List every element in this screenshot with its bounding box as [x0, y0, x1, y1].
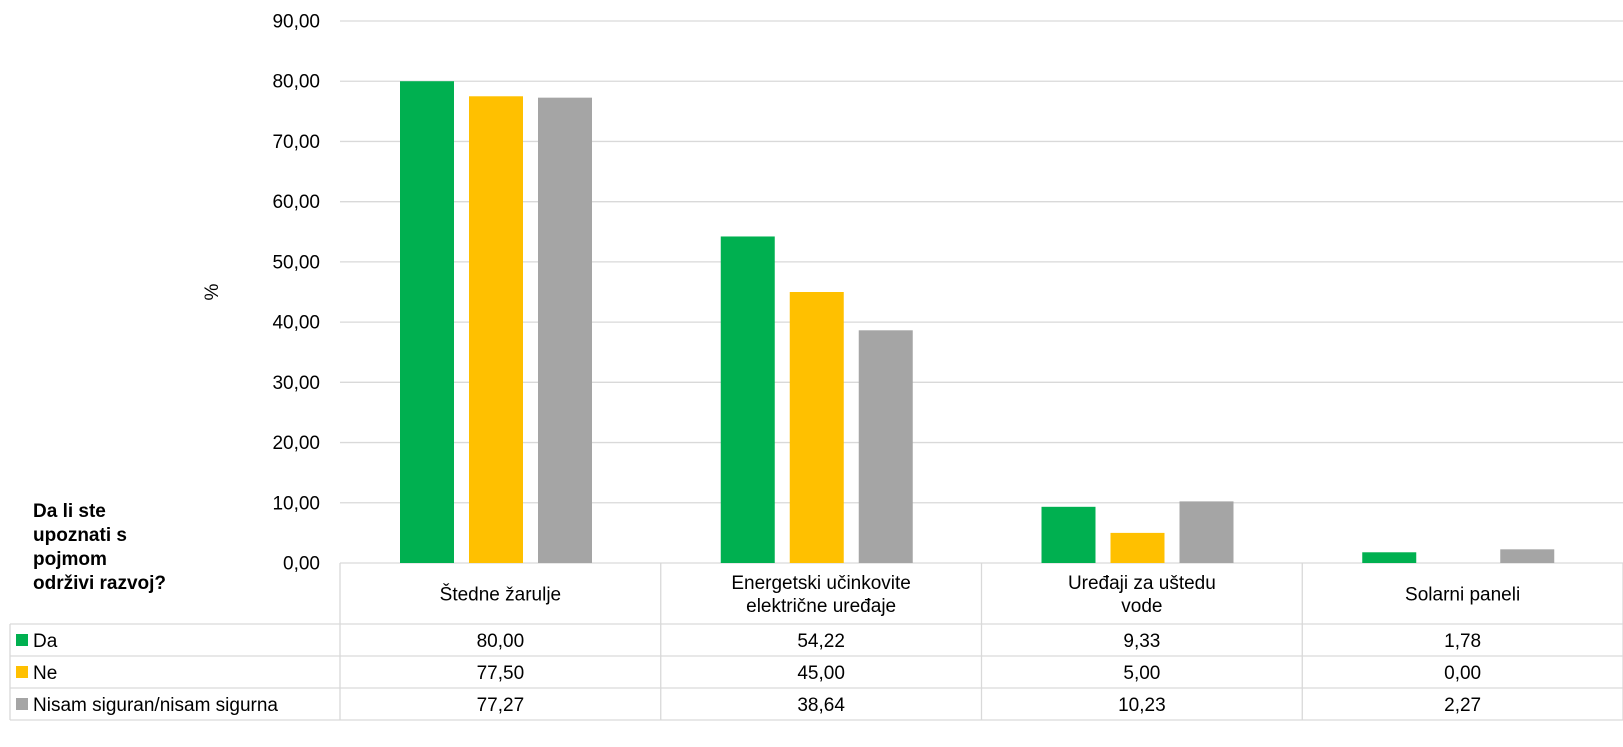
bar-nisam-0: [538, 97, 592, 563]
y-tick-label: 80,00: [272, 72, 320, 93]
data-label: 0,00: [1444, 663, 1481, 684]
table-title: Da li ste upoznati s pojmom održivi razv…: [33, 501, 167, 594]
y-tick-label: 0,00: [283, 554, 320, 575]
y-tick-label: 30,00: [272, 373, 320, 394]
category-label: Energetski učinkovite: [731, 573, 911, 594]
data-label: 80,00: [477, 631, 525, 652]
legend-swatch: [16, 634, 28, 646]
data-label: 77,50: [477, 663, 525, 684]
category-label: Solarni paneli: [1405, 585, 1520, 606]
bar-da-1: [720, 236, 775, 564]
bar-ne-2: [1110, 532, 1165, 563]
y-tick-label: 70,00: [272, 132, 320, 153]
data-label: 1,78: [1444, 631, 1481, 652]
y-tick-label: 90,00: [272, 12, 320, 33]
bar-nisam-1: [858, 330, 913, 563]
legend-label: Ne: [33, 663, 57, 684]
y-tick-label: 50,00: [272, 252, 320, 273]
legend-swatch: [16, 698, 28, 710]
category-label: Štedne žarulje: [440, 584, 561, 606]
bar-da-3: [1362, 552, 1417, 563]
legend-label: Nisam siguran/nisam sigurna: [33, 695, 278, 716]
legend-label: Da: [33, 631, 58, 652]
bar-nisam-3: [1500, 549, 1555, 563]
data-label: 38,64: [797, 695, 845, 716]
bar-nisam-2: [1179, 501, 1234, 563]
data-label: 5,00: [1123, 663, 1160, 684]
category-label: Uređaji za uštedu: [1068, 573, 1216, 594]
bar-da-2: [1041, 506, 1096, 563]
y-axis-label: %: [202, 283, 223, 300]
y-tick-label: 40,00: [272, 313, 320, 334]
data-label: 54,22: [797, 631, 845, 652]
bar-ne-1: [789, 292, 844, 563]
category-label: vode: [1121, 596, 1162, 617]
bar-da-0: [400, 81, 454, 563]
data-label: 2,27: [1444, 695, 1481, 716]
data-label: 9,33: [1123, 631, 1160, 652]
bar-ne-0: [469, 96, 523, 564]
y-tick-label: 10,00: [272, 493, 320, 514]
category-label: električne uređaje: [746, 596, 896, 617]
y-tick-label: 60,00: [272, 192, 320, 213]
data-label: 77,27: [477, 695, 525, 716]
legend-swatch: [16, 666, 28, 678]
data-label: 10,23: [1118, 695, 1166, 716]
y-tick-label: 20,00: [272, 433, 320, 454]
data-label: 45,00: [797, 663, 845, 684]
